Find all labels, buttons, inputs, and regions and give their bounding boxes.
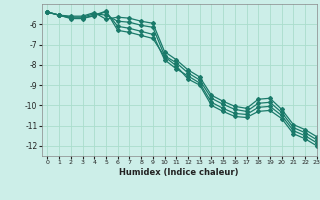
X-axis label: Humidex (Indice chaleur): Humidex (Indice chaleur) bbox=[119, 168, 239, 177]
